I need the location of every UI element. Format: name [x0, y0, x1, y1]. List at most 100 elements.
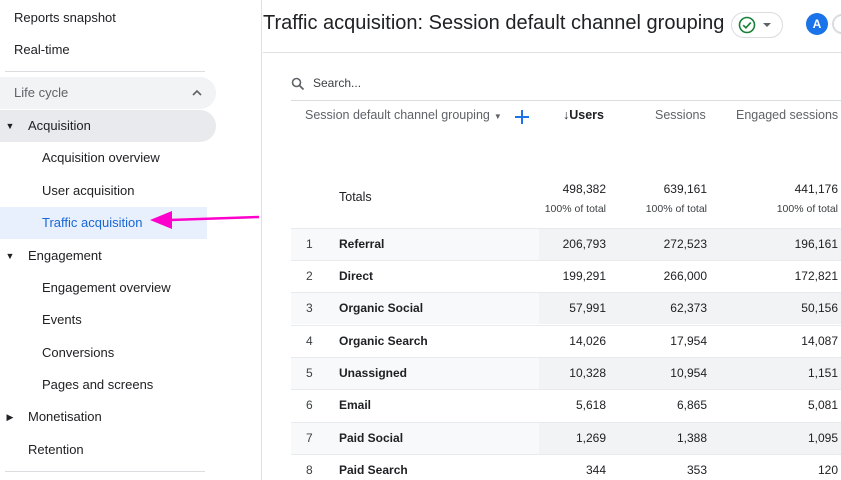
row-sessions: 62,373	[670, 301, 707, 315]
sidebar-item-events[interactable]: Events	[42, 312, 82, 327]
sidebar-item-acquisition-overview[interactable]: Acquisition overview	[42, 150, 160, 165]
row-index: 7	[306, 431, 313, 445]
sidebar-item-reports-snapshot[interactable]: Reports snapshot	[14, 10, 116, 25]
total-engaged-pct: 100% of total	[776, 203, 838, 215]
sort-arrow-down-icon: ↓	[563, 108, 570, 122]
sidebar-divider	[5, 471, 205, 472]
column-header-users[interactable]: ↓Users	[563, 108, 604, 122]
column-header-label: Session default channel grouping	[305, 108, 490, 122]
row-users: 1,269	[575, 431, 606, 445]
table-row[interactable]: 2 Direct 199,291 266,000 172,821	[291, 260, 841, 292]
row-metric-bg	[539, 358, 841, 389]
sidebar: Reports snapshot Real-time Life cycle ▼ …	[0, 0, 262, 480]
total-sessions-pct: 100% of total	[645, 203, 707, 215]
row-sessions: 10,954	[670, 366, 707, 380]
column-header-sessions[interactable]: Sessions	[655, 108, 706, 122]
table-row[interactable]: 8 Paid Search 344 353 120	[291, 454, 841, 480]
sidebar-item-label: Engagement	[28, 248, 102, 263]
row-index: 4	[306, 334, 313, 348]
sidebar-item-monetisation[interactable]: ▶ Monetisation	[0, 401, 216, 433]
sidebar-divider	[5, 71, 205, 72]
row-users: 344	[585, 463, 606, 477]
row-users: 10,328	[569, 366, 606, 380]
sidebar-item-acquisition[interactable]: ▼ Acquisition	[0, 110, 216, 142]
sidebar-item-engagement[interactable]: ▼ Engagement	[0, 240, 216, 272]
row-index: 1	[306, 237, 313, 251]
row-engaged-sessions: 196,161	[794, 237, 838, 251]
row-engaged-sessions: 1,095	[807, 431, 838, 445]
row-sessions: 272,523	[663, 237, 707, 251]
row-sessions: 6,865	[676, 398, 707, 412]
total-users: 498,382	[562, 182, 606, 196]
status-dropdown[interactable]	[731, 12, 783, 38]
page-header: Traffic acquisition: Session default cha…	[263, 0, 841, 53]
sidebar-section-life-cycle[interactable]: Life cycle	[14, 85, 69, 100]
total-sessions: 639,161	[663, 182, 707, 196]
row-metric-bg	[539, 293, 841, 324]
table-search	[291, 70, 841, 98]
table-row[interactable]: 4 Organic Search 14,026 17,954 14,087	[291, 325, 841, 357]
row-engaged-sessions: 5,081	[807, 398, 838, 412]
sidebar-item-pages-and-screens[interactable]: Pages and screens	[42, 377, 154, 392]
table-row[interactable]: 1 Referral 206,793 272,523 196,161	[291, 228, 841, 260]
row-metric-bg	[539, 326, 841, 357]
totals-label: Totals	[339, 190, 372, 204]
row-sessions: 266,000	[663, 269, 707, 283]
chevron-up-icon[interactable]	[190, 86, 204, 100]
column-header-label: Users	[569, 108, 604, 122]
row-sessions: 353	[686, 463, 707, 477]
sidebar-item-real-time[interactable]: Real-time	[14, 42, 70, 57]
avatar[interactable]: A	[806, 13, 828, 35]
table-row[interactable]: 6 Email 5,618 6,865 5,081	[291, 389, 841, 421]
row-channel: Organic Social	[339, 301, 424, 315]
row-metric-bg	[539, 261, 841, 292]
row-sessions: 1,388	[676, 431, 707, 445]
column-header-engaged-sessions[interactable]: Engaged sessions	[736, 108, 839, 122]
row-users: 57,991	[569, 301, 606, 315]
caret-down-icon	[763, 23, 771, 27]
sidebar-section-bg	[0, 77, 216, 109]
header-divider	[291, 100, 841, 101]
row-engaged-sessions: 172,821	[794, 269, 838, 283]
sidebar-item-label: Monetisation	[28, 409, 102, 424]
account-ring[interactable]	[832, 14, 841, 34]
row-channel: Referral	[339, 237, 385, 251]
search-icon	[291, 77, 305, 91]
row-metric-bg	[539, 423, 841, 454]
table-row[interactable]: 7 Paid Social 1,269 1,388 1,095	[291, 422, 841, 454]
check-circle-icon	[738, 16, 756, 34]
caret-down-icon: ▼	[5, 251, 15, 261]
row-channel: Paid Search	[339, 463, 408, 477]
row-engaged-sessions: 14,087	[801, 334, 838, 348]
row-engaged-sessions: 1,151	[807, 366, 838, 380]
row-metric-bg	[539, 229, 841, 260]
sidebar-item-engagement-overview[interactable]: Engagement overview	[42, 280, 171, 295]
row-users: 5,618	[575, 398, 606, 412]
sidebar-item-user-acquisition[interactable]: User acquisition	[42, 183, 135, 198]
table-row[interactable]: 3 Organic Social 57,991 62,373 50,156	[291, 292, 841, 324]
sidebar-item-conversions[interactable]: Conversions	[42, 345, 115, 360]
sidebar-item-traffic-acquisition[interactable]: Traffic acquisition	[42, 215, 143, 230]
add-icon[interactable]	[513, 108, 531, 126]
row-sessions: 17,954	[670, 334, 707, 348]
column-header-dimension[interactable]: Session default channel grouping ▼	[305, 108, 502, 122]
row-engaged-sessions: 120	[817, 463, 838, 477]
row-users: 14,026	[569, 334, 606, 348]
search-input[interactable]	[313, 72, 713, 94]
row-channel: Email	[339, 398, 372, 412]
total-users-pct: 100% of total	[544, 203, 606, 215]
row-index: 5	[306, 366, 313, 380]
row-users: 199,291	[562, 269, 606, 283]
row-engaged-sessions: 50,156	[801, 301, 838, 315]
row-metric-bg	[539, 455, 841, 480]
annotation-arrow-icon	[150, 211, 260, 229]
row-index: 3	[306, 301, 313, 315]
caret-down-icon: ▼	[5, 121, 15, 131]
row-index: 6	[306, 398, 313, 412]
table-row[interactable]: 5 Unassigned 10,328 10,954 1,151	[291, 357, 841, 389]
caret-down-icon: ▼	[493, 112, 502, 121]
total-engaged-sessions: 441,176	[794, 182, 838, 196]
row-users: 206,793	[562, 237, 606, 251]
page-title: Traffic acquisition: Session default cha…	[263, 12, 725, 34]
sidebar-item-retention[interactable]: Retention	[28, 442, 84, 457]
